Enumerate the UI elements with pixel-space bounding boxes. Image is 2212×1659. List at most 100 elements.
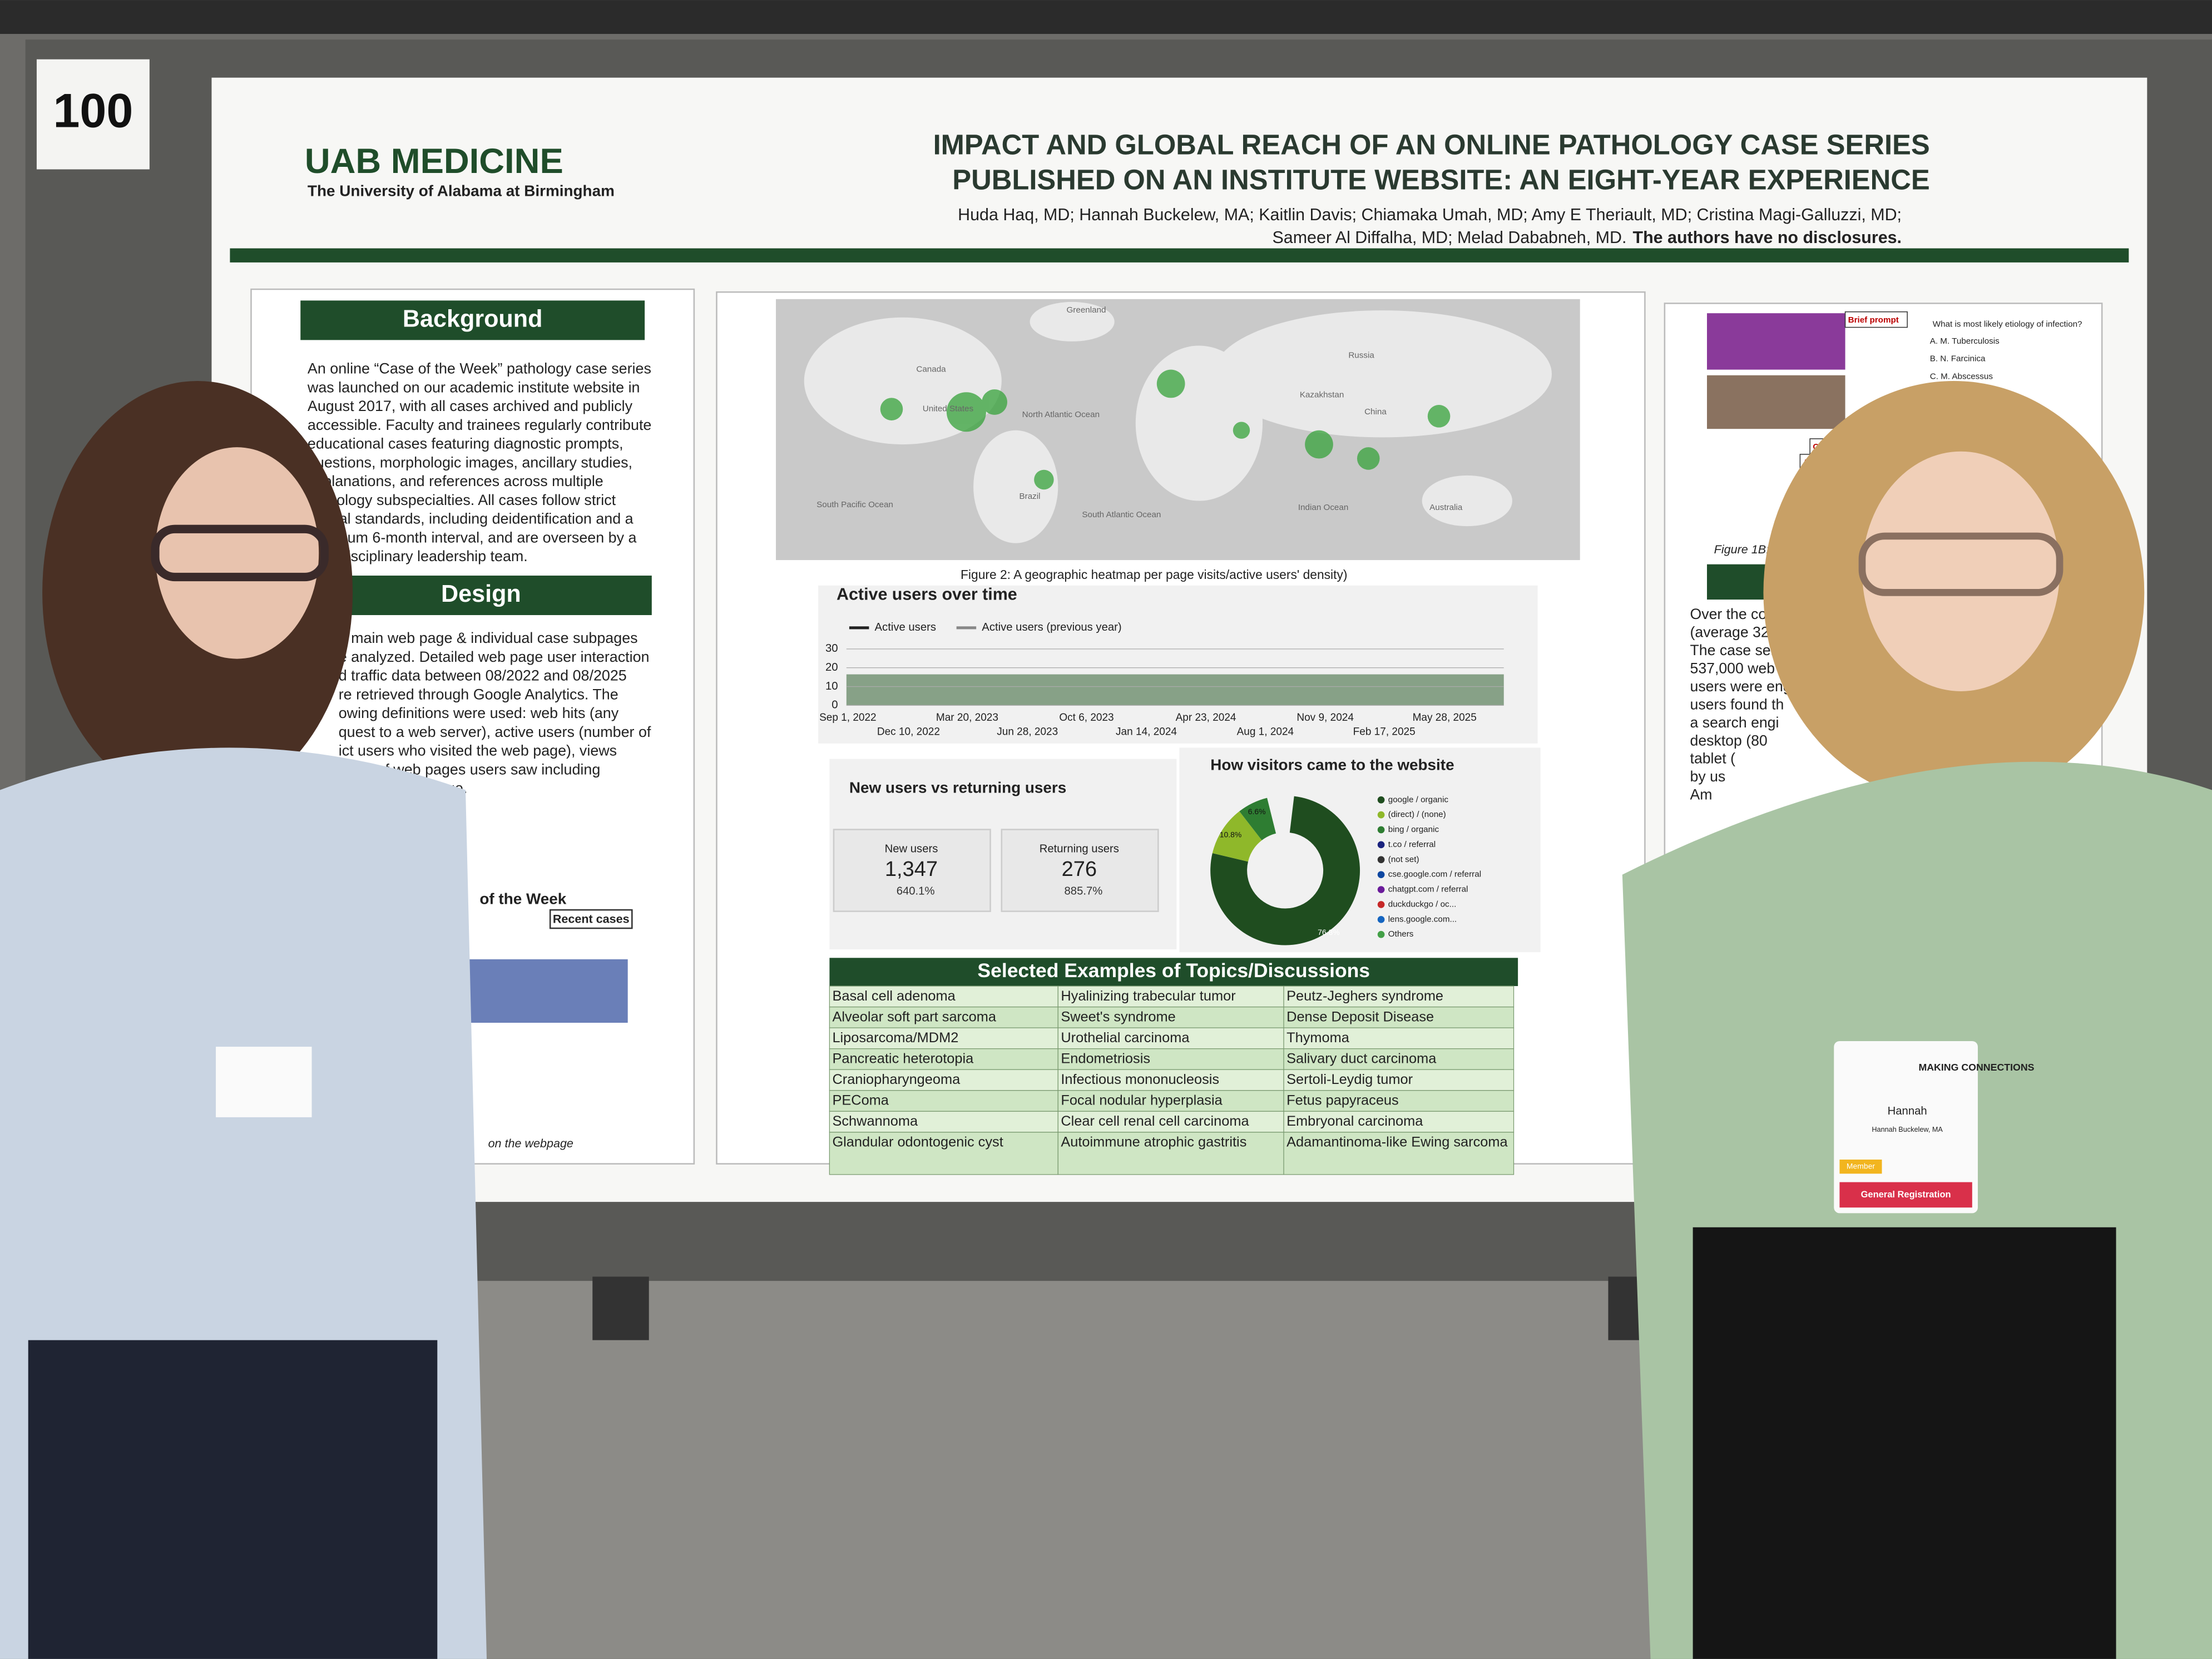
x-tick-label: Feb 17, 2025 (1353, 726, 1416, 738)
table-cell-text: Sertoli-Leydig tumor (1286, 1072, 1413, 1087)
table-cell-text: Peutz-Jeghers syndrome (1286, 988, 1443, 1004)
table-cell (1283, 986, 1515, 1008)
authors: Huda Haq, MD; Hannah Buckelew, MA; Kaitl… (958, 205, 1902, 224)
legend-dot (1377, 930, 1385, 938)
table-cell (1283, 1111, 1515, 1133)
table-cell (1283, 1027, 1515, 1049)
poster-title: PUBLISHED ON AN INSTITUTE WEBSITE: AN EI… (952, 164, 1929, 196)
heatmap-spots (880, 369, 1451, 490)
y-tick-label: 20 (825, 661, 838, 673)
map-label: Canada (916, 365, 946, 374)
table-cell-text: Salivary duct carcinoma (1286, 1051, 1437, 1066)
stat-value: 1,347 (885, 858, 938, 881)
table-cell (1057, 1069, 1284, 1091)
table-cell-text: Infectious mononucleosis (1061, 1072, 1219, 1087)
legend-entry: t.co / referral (1388, 840, 1436, 849)
results-text: users found th (1690, 696, 1784, 712)
results-text: desktop (80 (1690, 732, 1768, 749)
table-cell-text: Fetus papyraceus (1286, 1092, 1399, 1108)
legend-entry: bing / organic (1388, 825, 1439, 834)
callout: Recent cases (553, 912, 630, 926)
table-cell (1283, 1006, 1515, 1028)
background-text: minimum 6-month interval, and are overse… (308, 529, 637, 546)
smear-image (465, 959, 628, 1023)
stat-card (1001, 829, 1159, 912)
map-label: Indian Ocean (1298, 503, 1348, 512)
table-cell-text: Hyalinizing trabecular tumor (1061, 988, 1236, 1004)
table-cell-text: Urothelial carcinoma (1061, 1030, 1190, 1046)
table-cell-text: Adamantinoma-like Ewing sarcoma (1286, 1135, 1508, 1150)
x-tick-label: Jan 14, 2024 (1116, 726, 1177, 738)
background-text: accessible. Faculty and trainees regular… (308, 417, 651, 433)
badge-name: Hannah (1888, 1105, 1927, 1117)
stat-change: 640.1% (897, 885, 935, 897)
map-label: China (1364, 407, 1387, 417)
design-text: d traffic data between 08/2022 and 08/20… (339, 667, 627, 684)
table-cell-text: PEComa (832, 1092, 889, 1108)
authors: Sameer Al Diffalha, MD; Melad Dababneh, … (1273, 228, 1627, 247)
ceiling (0, 0, 2212, 34)
map-label: United States (923, 404, 974, 414)
legend-entry: Active users (875, 621, 936, 633)
table-cell-text: Clear cell renal cell carcinoma (1061, 1113, 1249, 1129)
map-label: South Atlantic Ocean (1082, 510, 1161, 519)
line-chart-panel (818, 585, 1538, 744)
legend-dot (1377, 841, 1385, 849)
panel-title: New users vs returning users (849, 779, 1066, 796)
legend-dot (1377, 796, 1385, 804)
legend-entry: Others (1388, 929, 1414, 939)
person-left (0, 380, 487, 1659)
y-tick-label: 30 (825, 642, 838, 655)
panel-title: How visitors came to the website (1210, 756, 1454, 774)
x-tick-label: Jun 28, 2023 (997, 726, 1058, 738)
background-text: An online “Case of the Week” pathology c… (308, 360, 651, 377)
table-cell-text: Endometriosis (1061, 1051, 1150, 1066)
board-number: 100 (53, 84, 133, 137)
map-label: Brazil (1020, 492, 1041, 501)
design-text: owing definitions were used: web hits (a… (339, 705, 619, 721)
section-heading: Design (441, 581, 521, 607)
option-text: A. M. Tuberculosis (1930, 336, 2000, 346)
results-text: Am (1690, 786, 1713, 803)
table-cell-text: Embryonal carcinoma (1286, 1113, 1423, 1129)
map-label: North Atlantic Ocean (1022, 410, 1100, 419)
design-text: quest to a web server), active users (nu… (339, 724, 651, 740)
option-text: C. M. Abscessus (1930, 372, 1993, 381)
design-text: re retrieved through Google Analytics. T… (339, 686, 618, 702)
legend-entry: Active users (previous year) (982, 621, 1121, 633)
table-cell-text: Craniopharyngeoma (832, 1072, 961, 1087)
section-heading: Background (403, 305, 543, 332)
table-cell-text: Sweet's syndrome (1061, 1009, 1175, 1024)
table-cell (829, 1090, 1058, 1112)
table-cell-text: Liposarcoma/MDM2 (832, 1030, 958, 1046)
table-cell (1057, 1132, 1284, 1175)
background-text: was launched on our academic institute w… (307, 379, 640, 395)
section-heading-bar (310, 575, 652, 615)
legend-entry: duckduckgo / oc... (1388, 899, 1457, 909)
table-cell-text: Alveolar soft part sarcoma (832, 1009, 996, 1024)
map-label: Australia (1429, 503, 1463, 512)
callout-box (549, 909, 633, 929)
table-cell (829, 1069, 1058, 1091)
legend-entry: lens.google.com... (1388, 914, 1457, 924)
legend-dot (1377, 915, 1385, 923)
table-cell-text: Glandular odontogenic cyst (832, 1135, 1003, 1150)
background-text: August 2017, with all cases archived and… (308, 398, 633, 414)
slice-label: 76.8% (1318, 928, 1340, 937)
table-cell-text: Autoimmune atrophic gastritis (1061, 1135, 1246, 1150)
badge-event: MAKING CONNECTIONS (1918, 1062, 2034, 1073)
board-number-card (36, 59, 150, 170)
stat-card (833, 829, 991, 912)
logo-sub: The University of Alabama at Birmingham (308, 182, 615, 199)
x-tick-label: Mar 20, 2023 (936, 712, 998, 724)
legend-dot (1377, 886, 1385, 893)
donut-slice (1210, 796, 1360, 945)
table-cell-text: Thymoma (1286, 1030, 1350, 1046)
stain-image (1706, 375, 1845, 429)
results-text: a search engi (1690, 714, 1779, 731)
option-text: B. N. Farcinica (1930, 354, 1986, 364)
table-cell (1283, 1132, 1515, 1175)
board-leg (592, 1276, 649, 1340)
x-tick-label: Aug 1, 2024 (1237, 726, 1294, 738)
